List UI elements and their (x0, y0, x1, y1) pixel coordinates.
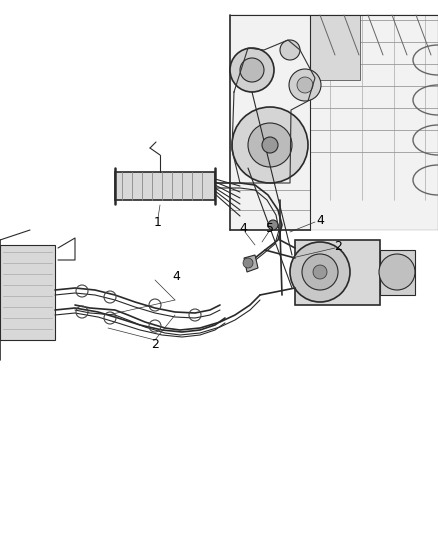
Polygon shape (380, 250, 415, 295)
Circle shape (290, 242, 350, 302)
Circle shape (243, 258, 253, 268)
Circle shape (302, 254, 338, 290)
Text: 2: 2 (334, 239, 342, 253)
Polygon shape (310, 15, 360, 80)
Text: 5: 5 (266, 222, 274, 235)
Circle shape (230, 48, 274, 92)
Polygon shape (244, 255, 258, 272)
Polygon shape (230, 15, 438, 230)
Text: 4: 4 (172, 271, 180, 284)
Text: 4: 4 (239, 222, 247, 236)
Text: 1: 1 (154, 215, 162, 229)
Circle shape (248, 123, 292, 167)
Circle shape (297, 77, 313, 93)
Circle shape (289, 69, 321, 101)
Circle shape (313, 265, 327, 279)
Circle shape (240, 58, 264, 82)
Circle shape (268, 220, 278, 230)
Circle shape (262, 137, 278, 153)
Polygon shape (0, 245, 55, 340)
Polygon shape (115, 172, 215, 200)
Circle shape (232, 107, 308, 183)
Text: 4: 4 (316, 214, 324, 227)
Circle shape (280, 40, 300, 60)
Circle shape (379, 254, 415, 290)
Text: 2: 2 (151, 337, 159, 351)
Polygon shape (295, 240, 380, 305)
